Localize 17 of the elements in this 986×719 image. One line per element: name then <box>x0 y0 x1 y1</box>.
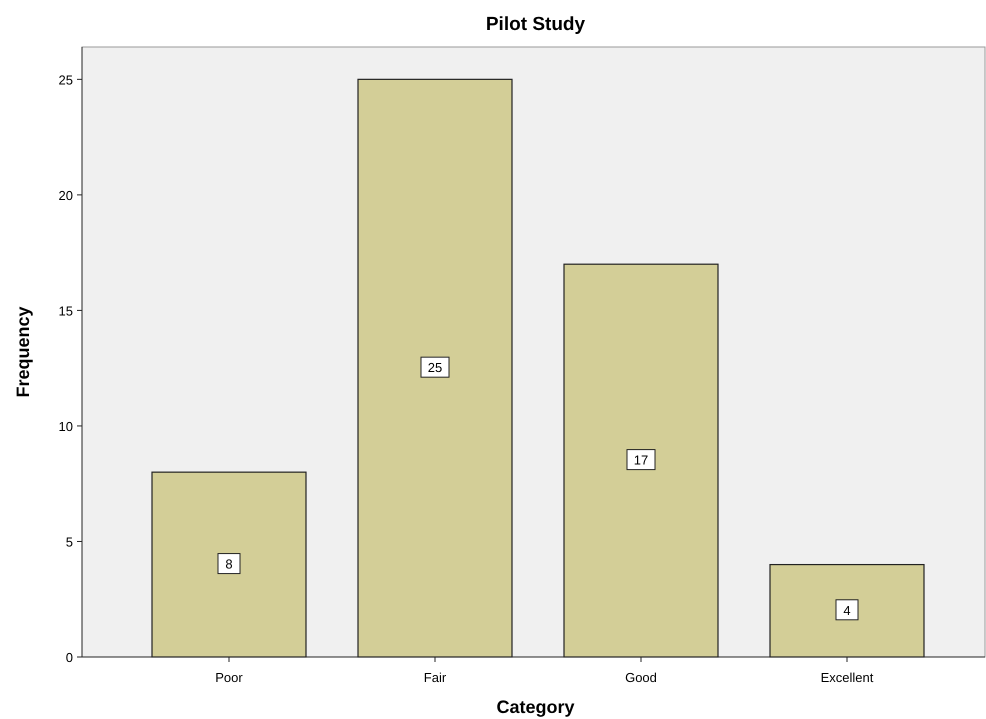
x-tick-label: Poor <box>215 670 244 685</box>
data-label: 4 <box>843 602 851 618</box>
data-label: 17 <box>634 452 648 468</box>
y-tick-label: 20 <box>58 188 73 203</box>
x-tick-label: Fair <box>424 670 447 685</box>
y-tick-label: 15 <box>58 303 73 318</box>
x-axis-title: Category <box>496 697 575 717</box>
data-label: 8 <box>225 556 233 572</box>
chart-title: Pilot Study <box>486 14 586 35</box>
y-tick-label: 25 <box>58 72 73 88</box>
x-tick-label: Good <box>625 670 657 685</box>
y-tick-label: 0 <box>66 650 73 665</box>
y-tick-label: 10 <box>58 418 73 434</box>
y-tick-label: 5 <box>66 534 73 550</box>
x-tick-label: Excellent <box>820 670 874 685</box>
data-label: 25 <box>428 360 442 376</box>
y-axis-title: Frequency <box>13 306 33 398</box>
